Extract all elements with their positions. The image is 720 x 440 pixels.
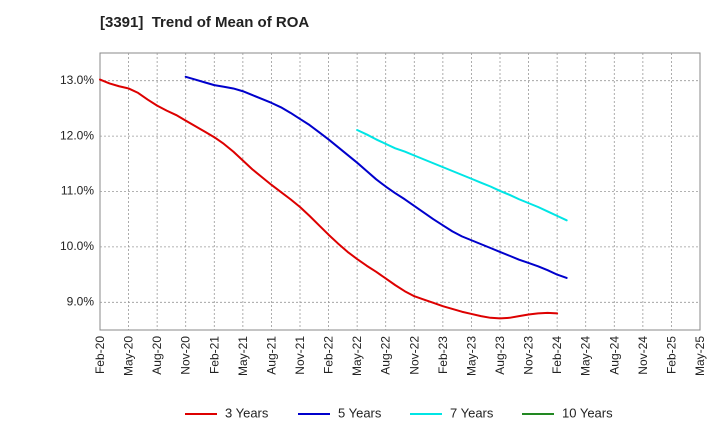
x-tick-label: May-25 — [693, 336, 707, 376]
chart-title: [3391] Trend of Mean of ROA — [100, 14, 310, 31]
x-tick-label: Aug-24 — [607, 336, 621, 375]
y-axis-ticks: 9.0% 10.0% 11.0% 12.0% 13.0% — [60, 73, 94, 309]
y-tick-label: 13.0% — [60, 73, 94, 87]
x-tick-label: Feb-24 — [550, 336, 564, 374]
y-tick-label: 12.0% — [60, 128, 94, 142]
series-line-3-years — [99, 78, 559, 320]
x-tick-label: Nov-21 — [293, 336, 307, 375]
x-tick-label: Aug-21 — [264, 336, 278, 375]
x-tick-label: Feb-25 — [664, 336, 678, 374]
x-tick-label: Aug-20 — [150, 336, 164, 375]
x-tick-label: May-24 — [579, 336, 593, 376]
legend-label: 5 Years — [338, 405, 382, 420]
x-tick-label: Aug-22 — [379, 336, 393, 375]
x-tick-label: Feb-20 — [93, 336, 107, 374]
legend-label: 3 Years — [225, 405, 269, 420]
x-tick-label: Nov-23 — [522, 336, 536, 375]
x-tick-label: Aug-23 — [493, 336, 507, 375]
series-line-7-years — [356, 129, 568, 222]
x-tick-label: May-21 — [236, 336, 250, 376]
y-tick-label: 9.0% — [67, 294, 95, 308]
x-axis-ticks: Feb-20 May-20 Aug-20 Nov-20 Feb-21 May-21 Aug-… — [93, 336, 707, 376]
series-lines — [99, 75, 568, 320]
x-tick-label: Nov-22 — [407, 336, 421, 375]
x-tick-label: May-23 — [464, 336, 478, 376]
x-tick-label: Feb-21 — [207, 336, 221, 374]
y-tick-label: 10.0% — [60, 239, 94, 253]
x-tick-label: Feb-23 — [436, 336, 450, 374]
x-tick-label: Nov-24 — [636, 336, 650, 375]
legend: 3 Years 5 Years 7 Years 10 Years — [185, 405, 613, 420]
x-tick-label: Feb-22 — [322, 336, 336, 374]
x-tick-label: May-22 — [350, 336, 364, 376]
legend-label: 7 Years — [450, 405, 494, 420]
y-tick-label: 11.0% — [61, 184, 94, 198]
x-tick-label: Nov-20 — [179, 336, 193, 375]
series-line-5-years — [184, 75, 568, 279]
legend-label: 10 Years — [562, 405, 613, 420]
x-tick-label: May-20 — [122, 336, 136, 376]
